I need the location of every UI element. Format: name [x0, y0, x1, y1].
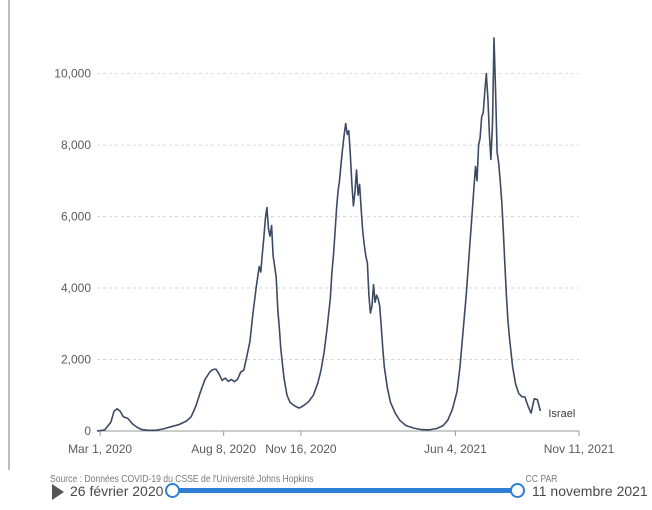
timeline-start-label: 26 février 2020 [70, 483, 164, 499]
timeline-end-handle[interactable] [510, 483, 525, 498]
timeline-track[interactable] [172, 488, 518, 493]
left-border [8, 0, 10, 470]
y-tick-label: 10,000 [54, 67, 91, 81]
grid-lines [97, 73, 579, 361]
x-tick-label: Nov 11, 2021 [544, 442, 615, 456]
timeline-slider[interactable]: 26 février 2020 11 novembre 2021 [50, 480, 648, 504]
y-axis-tick-labels: 0 2,000 4,000 6,000 8,000 10,000 [54, 67, 91, 438]
series-group: Israel [96, 37, 575, 432]
y-tick-label: 8,000 [61, 138, 91, 152]
series-label: Israel [548, 408, 575, 420]
source-text[interactable]: Source : Données COVID-19 du CSSE de l'U… [50, 474, 314, 485]
line-chart: 0 2,000 4,000 6,000 8,000 10,000 Mar 1, 2020 A… [54, 37, 615, 456]
y-tick-label: 2,000 [61, 353, 91, 367]
x-tick-label: Jun 4, 2021 [424, 442, 487, 456]
y-tick-label: 4,000 [61, 281, 91, 295]
x-tick-label: Nov 16, 2020 [265, 442, 337, 456]
chart-footer: Source : Données COVID-19 du CSSE de l'U… [50, 474, 557, 486]
series-line-israel[interactable] [96, 37, 542, 432]
timeline-end-label: 11 novembre 2021 [532, 483, 648, 499]
play-icon[interactable] [52, 484, 64, 500]
y-tick-label: 6,000 [61, 210, 91, 224]
license-text[interactable]: CC PAR [525, 474, 558, 485]
x-axis-ticks: Mar 1, 2020 Aug 8, 2020 Nov 16, 2020 Jun 4,… [68, 431, 615, 456]
timeline-start-handle[interactable] [165, 483, 180, 498]
x-tick-label: Aug 8, 2020 [191, 442, 256, 456]
x-tick-label: Mar 1, 2020 [68, 442, 132, 456]
y-tick-label: 0 [84, 424, 91, 438]
